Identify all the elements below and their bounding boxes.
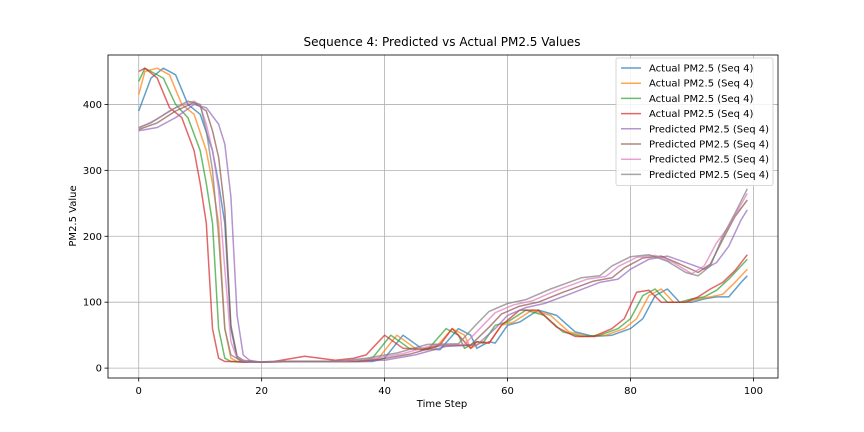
- legend: Actual PM2.5 (Seq 4) Actual PM2.5 (Seq 4)…: [615, 57, 774, 186]
- legend-label: Actual PM2.5 (Seq 4): [649, 79, 754, 90]
- series-line-3: [138, 67, 748, 363]
- chart-title: Sequence 4: Predicted vs Actual PM2.5 Va…: [304, 35, 581, 49]
- series-line-4: [138, 67, 748, 363]
- legend-label: Actual PM2.5 (Seq 4): [649, 109, 754, 120]
- x-axis-label: Time Step: [416, 399, 467, 410]
- series-lines: [137, 67, 748, 363]
- legend-label: Actual PM2.5 (Seq 4): [649, 64, 754, 75]
- legend-label: Predicted PM2.5 (Seq 4): [649, 124, 769, 135]
- x-tick-label: 20: [255, 386, 268, 397]
- x-tick-label: 80: [624, 386, 637, 397]
- y-tick-label: 0: [96, 364, 102, 375]
- y-tick-label: 200: [83, 232, 102, 243]
- series-line-8: [138, 100, 748, 363]
- series-line-5: [138, 103, 748, 363]
- legend-box: [615, 57, 774, 186]
- legend-label: Predicted PM2.5 (Seq 4): [649, 155, 769, 166]
- y-tick-label: 400: [83, 100, 102, 111]
- y-axis-label: PM2.5 Value: [68, 185, 79, 246]
- axis-ticks: 0 20 40 60 80 100 0 100 200 300 400: [83, 100, 763, 397]
- x-tick-label: 40: [378, 386, 391, 397]
- x-tick-label: 100: [744, 386, 763, 397]
- y-tick-label: 100: [83, 298, 102, 309]
- x-tick-label: 60: [501, 386, 514, 397]
- legend-label: Predicted PM2.5 (Seq 4): [649, 140, 769, 151]
- legend-label: Predicted PM2.5 (Seq 4): [649, 170, 769, 181]
- series-line-6: [138, 101, 748, 363]
- legend-label: Actual PM2.5 (Seq 4): [649, 94, 754, 105]
- x-tick-label: 0: [136, 386, 142, 397]
- y-tick-label: 300: [83, 166, 102, 177]
- plot-frame: [107, 54, 779, 379]
